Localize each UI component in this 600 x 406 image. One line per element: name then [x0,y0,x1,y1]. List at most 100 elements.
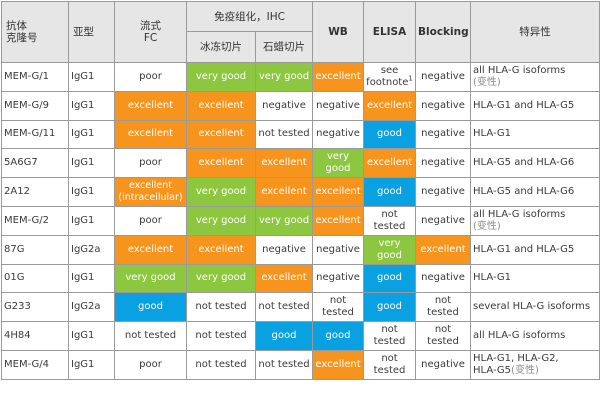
table-row: MEM-G/9 IgG1 excellent excellent negative neg… [1,90,600,121]
elisa-cell: good [363,119,417,150]
ihc-frozen-cell: very good [186,205,256,236]
elisa-cell: not tested [363,321,417,351]
cell-text: not tested [195,330,247,342]
cell-text: not tested [373,208,406,232]
cell-text: not tested [427,295,459,319]
wb-cell: very good [312,148,365,179]
table-row: G233 IgG2a good not tested not tested not tes… [1,292,600,323]
specificity-cell: HLA-G5 and HLA-G6 [470,148,600,179]
ihc-paraffin-cell: very good [254,205,314,236]
ihc-frozen-cell: very good [186,263,256,294]
specificity-text: HLA-G1, HLA-G2, HLA-G5 [473,352,559,376]
ihc-frozen-cell: excellent [186,148,256,179]
cell-text: poor [139,70,162,82]
cell-text: negative [316,243,360,255]
cell-text: not tested [195,301,247,313]
clone-cell: G233 [1,292,69,323]
cell-text: good [271,330,297,342]
clone-cell: MEM-G/9 [1,90,69,121]
fc-cell: good [114,292,187,323]
subtype-cell: IgG1 [68,349,115,380]
elisa-cell: very good [363,234,417,265]
clone-cell: 2A12 [1,177,69,207]
cell-text: good [377,186,402,198]
cell-text: negative [421,70,465,82]
specificity-cell: HLA-G1 [470,119,600,150]
specificity-note: (变性) [473,76,501,88]
ihc-frozen-cell: excellent [186,90,256,121]
cell-text: very good [325,151,351,175]
ihc-paraffin-cell: excellent [254,148,314,179]
cell-text: negative [421,157,465,169]
elisa-cell: not tested [363,205,417,236]
fc-cell: excellent [114,119,187,150]
specificity-text: HLA-G1 [473,272,512,284]
specificity-text: all HLA-G isoforms [473,208,566,220]
blocking-cell: negative [415,62,472,92]
wb-cell: negative [312,263,365,294]
cell-text: good [377,272,402,284]
cell-text: excellent [315,70,361,82]
cell-text: excellent [261,157,307,169]
blocking-cell: not tested [415,292,472,323]
cell-text: good [325,330,351,342]
header-ihc-paraffin: 石蜡切片 [254,31,314,63]
table-row: MEM-G/4 IgG1 poor not tested not tested excel… [1,349,600,380]
specificity-text: HLA-G1 [473,128,512,140]
cell-text: negative [421,128,465,140]
fc-cell: excellent [114,234,187,265]
fc-cell: poor [114,349,187,380]
ihc-paraffin-cell: not tested [254,292,314,323]
blocking-cell: not tested [415,321,472,351]
elisa-cell: see footnote1 [363,62,417,92]
fc-cell: poor [114,62,187,92]
ihc-frozen-cell: not tested [186,321,256,351]
clone-cell: MEM-G/11 [1,119,69,150]
specificity-note: (变性) [511,364,539,376]
cell-text: excellent [198,128,244,140]
table-row: MEM-G/1 IgG1 poor very good very good excelle… [1,62,600,92]
cell-text: excellent [127,99,174,111]
cell-text: not tested [322,295,354,319]
cell-text: excellent [198,99,244,111]
specificity-note: (变性) [473,220,501,232]
cell-text: excellent [261,186,307,198]
footnote-marker: 1 [408,74,413,83]
blocking-cell: negative [415,205,472,236]
specificity-cell: HLA-G1 and HLA-G5 [470,234,600,265]
clone-cell: 01G [1,263,69,294]
specificity-cell: HLA-G1, HLA-G2, HLA-G5(变性) [470,349,600,380]
clone-cell: MEM-G/4 [1,349,69,380]
subtype-cell: IgG2a [68,292,115,323]
cell-text: poor [139,157,162,169]
cell-text: not tested [373,352,406,376]
cell-text: very good [195,214,247,226]
header-elisa: ELISA [363,1,417,63]
cell-text: excellent [127,128,174,140]
ihc-frozen-cell: excellent [186,234,256,265]
specificity-cell: several HLA-G isoforms [470,292,600,323]
specificity-text: HLA-G5 and HLA-G6 [473,157,575,169]
elisa-cell: excellent [363,148,417,179]
cell-text: negative [262,243,306,255]
cell-text: not tested [195,358,247,370]
cell-text: negative [421,214,465,226]
cell-text: very good [195,70,247,82]
cell-text: poor [139,358,162,370]
clone-cell: 4H84 [1,321,69,351]
wb-cell: excellent [312,177,365,207]
wb-cell: excellent [312,205,365,236]
wb-cell: negative [312,90,365,121]
header-blocking: Blocking [415,1,472,63]
clone-cell: 5A6G7 [1,148,69,179]
wb-cell: excellent [312,62,365,92]
subtype-cell: IgG1 [68,62,115,92]
clone-cell: 87G [1,234,69,265]
subtype-cell: IgG1 [68,148,115,179]
cell-text: negative [316,128,360,140]
cell-text: excellent [366,157,413,169]
elisa-cell: not tested [363,349,417,380]
subtype-cell: IgG1 [68,263,115,294]
fc-cell: excellent (intracellular) [114,177,187,207]
cell-text: see footnote [366,64,409,88]
